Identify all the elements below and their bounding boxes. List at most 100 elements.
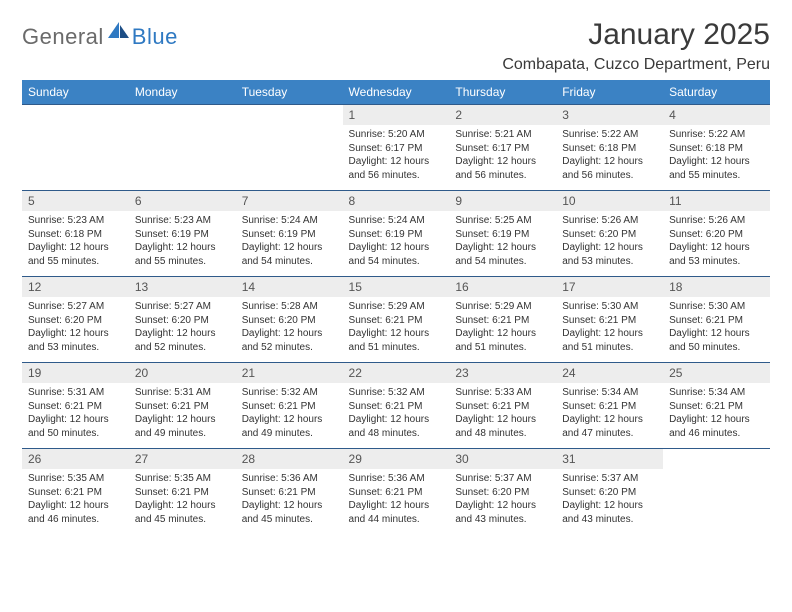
day-details: Sunrise: 5:28 AMSunset: 6:20 PMDaylight:… xyxy=(236,297,343,358)
logo-text-general: General xyxy=(22,24,104,50)
day-details: Sunrise: 5:32 AMSunset: 6:21 PMDaylight:… xyxy=(236,383,343,444)
day-number: 15 xyxy=(343,277,450,297)
daylight-line: Daylight: 12 hours and 52 minutes. xyxy=(242,327,337,354)
calendar-cell: 7Sunrise: 5:24 AMSunset: 6:19 PMDaylight… xyxy=(236,191,343,277)
daylight-line: Daylight: 12 hours and 51 minutes. xyxy=(349,327,444,354)
calendar-cell xyxy=(129,105,236,191)
calendar-week: 26Sunrise: 5:35 AMSunset: 6:21 PMDayligh… xyxy=(22,449,770,535)
calendar-table: Sunday Monday Tuesday Wednesday Thursday… xyxy=(22,80,770,535)
sunrise-line: Sunrise: 5:36 AM xyxy=(242,472,337,486)
weekday-header: Friday xyxy=(556,80,663,105)
day-details: Sunrise: 5:22 AMSunset: 6:18 PMDaylight:… xyxy=(556,125,663,186)
sunset-line: Sunset: 6:21 PM xyxy=(455,314,550,328)
day-details: Sunrise: 5:36 AMSunset: 6:21 PMDaylight:… xyxy=(343,469,450,530)
daylight-line: Daylight: 12 hours and 53 minutes. xyxy=(562,241,657,268)
sunrise-line: Sunrise: 5:37 AM xyxy=(562,472,657,486)
calendar-cell: 2Sunrise: 5:21 AMSunset: 6:17 PMDaylight… xyxy=(449,105,556,191)
day-number: 16 xyxy=(449,277,556,297)
calendar-week: 12Sunrise: 5:27 AMSunset: 6:20 PMDayligh… xyxy=(22,277,770,363)
calendar-cell xyxy=(22,105,129,191)
day-details: Sunrise: 5:24 AMSunset: 6:19 PMDaylight:… xyxy=(236,211,343,272)
day-details: Sunrise: 5:20 AMSunset: 6:17 PMDaylight:… xyxy=(343,125,450,186)
day-details: Sunrise: 5:30 AMSunset: 6:21 PMDaylight:… xyxy=(556,297,663,358)
sunset-line: Sunset: 6:21 PM xyxy=(562,314,657,328)
sunrise-line: Sunrise: 5:32 AM xyxy=(349,386,444,400)
daylight-line: Daylight: 12 hours and 55 minutes. xyxy=(28,241,123,268)
sunrise-line: Sunrise: 5:24 AM xyxy=(242,214,337,228)
sunrise-line: Sunrise: 5:24 AM xyxy=(349,214,444,228)
sunset-line: Sunset: 6:17 PM xyxy=(455,142,550,156)
calendar-cell: 23Sunrise: 5:33 AMSunset: 6:21 PMDayligh… xyxy=(449,363,556,449)
calendar-cell: 28Sunrise: 5:36 AMSunset: 6:21 PMDayligh… xyxy=(236,449,343,535)
day-details: Sunrise: 5:27 AMSunset: 6:20 PMDaylight:… xyxy=(22,297,129,358)
day-number: 13 xyxy=(129,277,236,297)
calendar-cell: 19Sunrise: 5:31 AMSunset: 6:21 PMDayligh… xyxy=(22,363,129,449)
header: General Blue January 2025 Combapata, Cuz… xyxy=(22,18,770,74)
sunrise-line: Sunrise: 5:25 AM xyxy=(455,214,550,228)
day-details: Sunrise: 5:31 AMSunset: 6:21 PMDaylight:… xyxy=(129,383,236,444)
sunset-line: Sunset: 6:18 PM xyxy=(28,228,123,242)
sunrise-line: Sunrise: 5:23 AM xyxy=(135,214,230,228)
daylight-line: Daylight: 12 hours and 54 minutes. xyxy=(349,241,444,268)
daylight-line: Daylight: 12 hours and 45 minutes. xyxy=(242,499,337,526)
day-number: 25 xyxy=(663,363,770,383)
day-number: 10 xyxy=(556,191,663,211)
sunset-line: Sunset: 6:20 PM xyxy=(669,228,764,242)
day-details: Sunrise: 5:35 AMSunset: 6:21 PMDaylight:… xyxy=(22,469,129,530)
sunset-line: Sunset: 6:21 PM xyxy=(349,400,444,414)
sunset-line: Sunset: 6:21 PM xyxy=(669,400,764,414)
day-details: Sunrise: 5:29 AMSunset: 6:21 PMDaylight:… xyxy=(449,297,556,358)
day-number: 19 xyxy=(22,363,129,383)
calendar-cell: 27Sunrise: 5:35 AMSunset: 6:21 PMDayligh… xyxy=(129,449,236,535)
sunrise-line: Sunrise: 5:32 AM xyxy=(242,386,337,400)
day-details: Sunrise: 5:36 AMSunset: 6:21 PMDaylight:… xyxy=(236,469,343,530)
sunset-line: Sunset: 6:20 PM xyxy=(28,314,123,328)
sunrise-line: Sunrise: 5:20 AM xyxy=(349,128,444,142)
day-details: Sunrise: 5:21 AMSunset: 6:17 PMDaylight:… xyxy=(449,125,556,186)
calendar-cell: 31Sunrise: 5:37 AMSunset: 6:20 PMDayligh… xyxy=(556,449,663,535)
calendar-week: 1Sunrise: 5:20 AMSunset: 6:17 PMDaylight… xyxy=(22,105,770,191)
sunrise-line: Sunrise: 5:34 AM xyxy=(562,386,657,400)
calendar-cell: 11Sunrise: 5:26 AMSunset: 6:20 PMDayligh… xyxy=(663,191,770,277)
calendar-cell: 20Sunrise: 5:31 AMSunset: 6:21 PMDayligh… xyxy=(129,363,236,449)
calendar-cell: 6Sunrise: 5:23 AMSunset: 6:19 PMDaylight… xyxy=(129,191,236,277)
logo: General Blue xyxy=(22,22,178,51)
daylight-line: Daylight: 12 hours and 52 minutes. xyxy=(135,327,230,354)
weekday-header: Saturday xyxy=(663,80,770,105)
daylight-line: Daylight: 12 hours and 54 minutes. xyxy=(455,241,550,268)
calendar-cell: 16Sunrise: 5:29 AMSunset: 6:21 PMDayligh… xyxy=(449,277,556,363)
daylight-line: Daylight: 12 hours and 51 minutes. xyxy=(562,327,657,354)
day-details: Sunrise: 5:34 AMSunset: 6:21 PMDaylight:… xyxy=(556,383,663,444)
sunrise-line: Sunrise: 5:33 AM xyxy=(455,386,550,400)
sunrise-line: Sunrise: 5:22 AM xyxy=(562,128,657,142)
month-title: January 2025 xyxy=(502,18,770,52)
calendar-cell: 14Sunrise: 5:28 AMSunset: 6:20 PMDayligh… xyxy=(236,277,343,363)
weekday-header: Monday xyxy=(129,80,236,105)
calendar-cell: 12Sunrise: 5:27 AMSunset: 6:20 PMDayligh… xyxy=(22,277,129,363)
daylight-line: Daylight: 12 hours and 44 minutes. xyxy=(349,499,444,526)
sunrise-line: Sunrise: 5:22 AM xyxy=(669,128,764,142)
calendar-cell: 10Sunrise: 5:26 AMSunset: 6:20 PMDayligh… xyxy=(556,191,663,277)
daylight-line: Daylight: 12 hours and 45 minutes. xyxy=(135,499,230,526)
sunrise-line: Sunrise: 5:28 AM xyxy=(242,300,337,314)
calendar-cell: 3Sunrise: 5:22 AMSunset: 6:18 PMDaylight… xyxy=(556,105,663,191)
calendar-cell: 29Sunrise: 5:36 AMSunset: 6:21 PMDayligh… xyxy=(343,449,450,535)
sunrise-line: Sunrise: 5:35 AM xyxy=(135,472,230,486)
sunrise-line: Sunrise: 5:23 AM xyxy=(28,214,123,228)
location: Combapata, Cuzco Department, Peru xyxy=(502,56,770,74)
calendar-cell: 25Sunrise: 5:34 AMSunset: 6:21 PMDayligh… xyxy=(663,363,770,449)
calendar-cell: 15Sunrise: 5:29 AMSunset: 6:21 PMDayligh… xyxy=(343,277,450,363)
sunset-line: Sunset: 6:21 PM xyxy=(135,486,230,500)
sunrise-line: Sunrise: 5:35 AM xyxy=(28,472,123,486)
day-details: Sunrise: 5:34 AMSunset: 6:21 PMDaylight:… xyxy=(663,383,770,444)
sunrise-line: Sunrise: 5:29 AM xyxy=(455,300,550,314)
daylight-line: Daylight: 12 hours and 47 minutes. xyxy=(562,413,657,440)
sunset-line: Sunset: 6:21 PM xyxy=(28,486,123,500)
sunset-line: Sunset: 6:21 PM xyxy=(242,486,337,500)
day-number: 31 xyxy=(556,449,663,469)
logo-text-blue: Blue xyxy=(132,24,178,50)
daylight-line: Daylight: 12 hours and 46 minutes. xyxy=(669,413,764,440)
daylight-line: Daylight: 12 hours and 46 minutes. xyxy=(28,499,123,526)
daylight-line: Daylight: 12 hours and 56 minutes. xyxy=(349,155,444,182)
sunrise-line: Sunrise: 5:26 AM xyxy=(562,214,657,228)
